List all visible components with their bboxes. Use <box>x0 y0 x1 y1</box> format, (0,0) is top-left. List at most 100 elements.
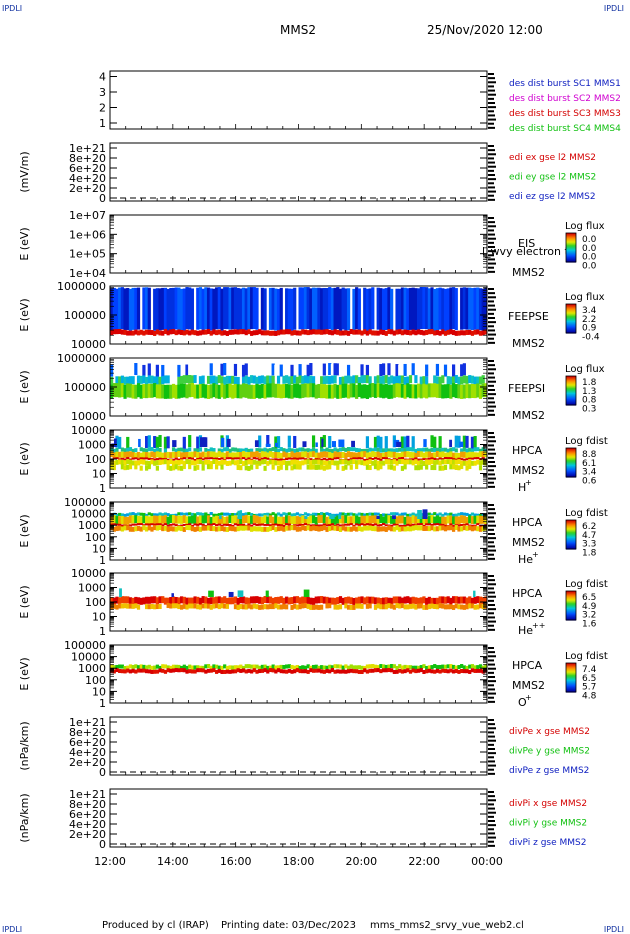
spectrogram-cell <box>220 383 224 398</box>
spectrogram-cell <box>274 597 278 605</box>
status-mark <box>488 663 495 666</box>
spectrogram-cell <box>236 459 240 465</box>
spectrogram-cell <box>465 287 469 330</box>
spectrogram-cell <box>188 597 192 605</box>
spectrogram-cell <box>215 459 219 465</box>
spectrogram-cell <box>217 596 221 604</box>
spectrogram-cell <box>392 376 396 385</box>
status-mark <box>488 671 494 674</box>
spectrogram-cell <box>443 364 448 377</box>
spectrogram-cell <box>470 288 475 331</box>
spectrogram-cell <box>398 603 402 609</box>
spectrogram-cell <box>231 384 235 399</box>
spectrogram-cell <box>118 597 122 605</box>
spectrogram-cell <box>250 287 254 330</box>
spectrogram-cell <box>128 458 133 461</box>
spectrogram-cell <box>400 448 405 453</box>
instrument-label: HPCA <box>512 444 543 457</box>
spectrogram-cell <box>414 525 418 531</box>
spectrogram-cell <box>344 288 348 331</box>
colorbar-cell <box>566 611 576 614</box>
spectrogram-cell <box>263 668 267 673</box>
spectrogram-cell <box>180 526 184 532</box>
spectrogram-cell <box>322 287 326 330</box>
spectrogram-cell <box>201 329 205 335</box>
spectrogram-cell <box>333 329 337 335</box>
spectrogram-cell <box>470 375 475 384</box>
spectrogram-cell <box>441 525 445 531</box>
spectrogram-cell <box>209 451 213 458</box>
spectrogram-cell <box>228 452 232 459</box>
spectrogram-cell <box>414 375 418 384</box>
spectrogram-cell <box>258 526 262 532</box>
spectrogram-cell <box>481 451 485 458</box>
spectrogram-cell <box>115 329 119 335</box>
status-mark <box>488 97 494 100</box>
spectrogram-cell <box>403 596 407 604</box>
spectrogram-cell <box>443 457 448 460</box>
spectrogram-cell <box>193 603 197 609</box>
y-tick-label: 6e+20 <box>69 736 106 749</box>
spectrogram-cell <box>462 287 466 330</box>
spectrogram-cell <box>433 375 437 384</box>
status-mark <box>488 549 496 552</box>
spectrogram-cell <box>416 460 421 466</box>
spectrogram-cell <box>325 458 329 461</box>
spectrogram-cell <box>166 603 170 609</box>
spectrogram-cell <box>171 287 176 330</box>
spectrogram-cell <box>298 516 302 525</box>
y-tick-label: 10000 <box>71 508 106 521</box>
spectrogram-cell <box>115 596 119 604</box>
spectrogram-cell <box>182 375 186 384</box>
status-mark <box>488 333 496 336</box>
spectrogram-cell <box>317 665 321 670</box>
spectrogram-cell <box>209 363 213 376</box>
spectrogram-cell <box>470 460 475 466</box>
spectrogram-cell <box>169 384 173 399</box>
spectrogram-cell <box>115 457 119 460</box>
spectrogram-cell <box>306 459 310 465</box>
spectrogram-cell <box>314 448 318 453</box>
spectrogram-cell <box>180 375 184 384</box>
spectrogram-cell <box>112 526 116 532</box>
spectrogram-cell <box>206 329 211 335</box>
spectrogram-cell <box>352 288 356 331</box>
spectrogram-cell <box>384 448 388 453</box>
spectrogram-cell <box>193 515 197 524</box>
spectrogram-cell <box>150 526 154 532</box>
spectrogram-cell <box>123 513 127 517</box>
spectrogram-cell <box>236 597 240 605</box>
spectrogram-cell <box>166 451 170 458</box>
spectrogram-cell <box>379 604 383 610</box>
spectrogram-cell <box>387 384 391 399</box>
spectrogram-cell <box>271 287 275 330</box>
status-mark <box>488 288 494 290</box>
spectrogram-cell <box>425 364 429 377</box>
spectrogram-cell <box>408 597 413 605</box>
spectrogram-cell <box>185 287 189 330</box>
spectrogram-cell <box>271 452 275 459</box>
colorbar-cell <box>566 322 576 324</box>
spectrogram-cell <box>451 464 456 470</box>
spectrogram-cell <box>233 526 238 532</box>
spectrogram-cell <box>220 464 224 470</box>
spectrogram-cell <box>365 664 370 669</box>
spectrogram-cell <box>422 452 426 459</box>
spectrogram-cell <box>317 452 321 459</box>
spectrogram-cell <box>223 512 227 516</box>
spectrogram-cell <box>136 330 141 336</box>
spectrogram-cell <box>414 665 418 670</box>
spectrogram-cell <box>220 288 224 331</box>
spectrogram-cell <box>341 525 345 531</box>
spectrogram-cell <box>231 447 235 452</box>
spectrogram-cell <box>311 664 316 669</box>
spectrogram-cell <box>136 451 141 458</box>
spectrogram-cell <box>352 457 356 460</box>
legend-entry: edi ez gse l2 MMS2 <box>509 192 596 202</box>
x-tick-label: 16:00 <box>220 855 252 868</box>
spectrogram-cell <box>255 448 259 453</box>
spectrogram-cell <box>311 597 316 605</box>
spectrogram-cell <box>252 330 256 336</box>
spectrogram-cell <box>290 664 294 669</box>
